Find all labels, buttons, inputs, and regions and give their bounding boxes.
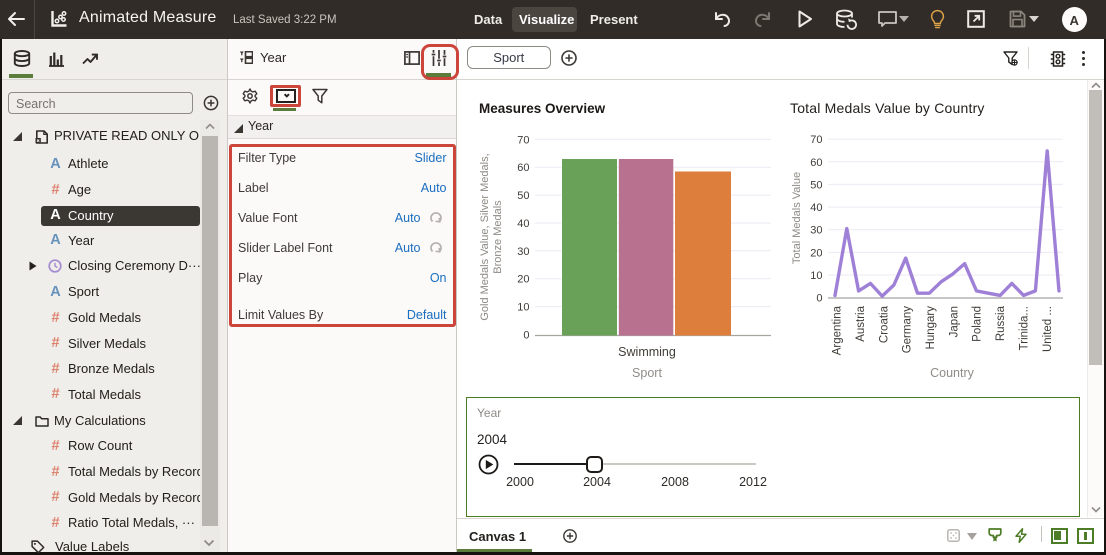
svg-text:10: 10 [517,302,529,314]
svg-text:0: 0 [523,330,529,342]
svg-text:Argentina: Argentina [832,305,844,355]
svg-text:40: 40 [517,218,529,230]
svg-text:Croatia: Croatia [878,305,890,343]
svg-text:Bronze Medals: Bronze Medals [492,200,504,274]
svg-text:Russia: Russia [995,305,1007,341]
svg-text:10: 10 [810,270,822,282]
svg-text:50: 50 [517,190,529,202]
svg-text:50: 50 [810,179,822,191]
svg-text:Measures Overview: Measures Overview [479,101,606,116]
svg-text:60: 60 [810,157,822,169]
svg-text:Austria: Austria [855,305,867,341]
svg-text:Japan: Japan [948,306,960,337]
svg-text:30: 30 [517,246,529,258]
svg-text:Poland: Poland [972,306,984,342]
svg-text:Trinida...: Trinida... [1018,306,1030,350]
svg-text:0: 0 [816,293,822,305]
svg-text:Gold Medals Value, Silver Meda: Gold Medals Value, Silver Medals, [479,153,491,320]
svg-text:Country: Country [930,366,975,380]
svg-text:United ...: United ... [1042,306,1054,352]
svg-text:Swimming: Swimming [618,345,676,359]
svg-text:70: 70 [517,134,529,146]
svg-text:60: 60 [517,162,529,174]
svg-text:40: 40 [810,202,822,214]
svg-text:Sport: Sport [632,366,662,380]
svg-text:Total Medals Value by Country: Total Medals Value by Country [790,100,985,116]
svg-text:70: 70 [810,134,822,146]
svg-text:20: 20 [810,247,822,259]
svg-text:Total Medals Value: Total Medals Value [791,172,803,264]
svg-text:Hungary: Hungary [925,306,937,350]
svg-text:30: 30 [810,225,822,237]
svg-text:20: 20 [517,274,529,286]
svg-text:Germany: Germany [902,306,914,354]
